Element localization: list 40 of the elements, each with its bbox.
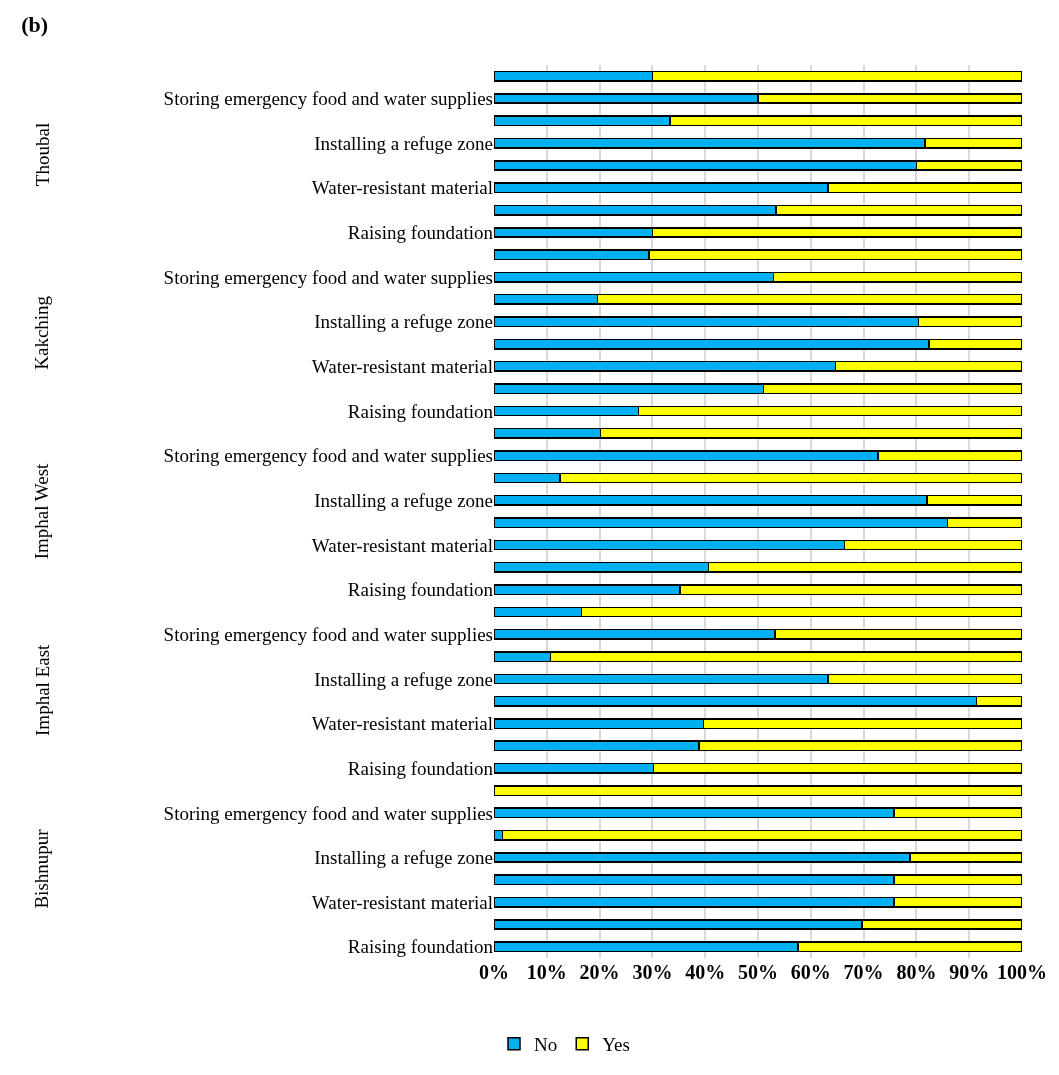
bar bbox=[494, 785, 1022, 796]
x-tick-label: 0% bbox=[479, 961, 509, 983]
y-tick-label: Water-resistant material bbox=[311, 891, 493, 913]
y-tick-label: Water-resistant material bbox=[311, 534, 493, 556]
x-tick-label: 30% bbox=[632, 961, 673, 983]
x-tick-label: 20% bbox=[579, 961, 620, 983]
text: Thoubal bbox=[31, 122, 53, 187]
y-tick-label: Raising foundation bbox=[347, 757, 494, 779]
y-tick-label: Storing emergency food and water supplies bbox=[163, 623, 493, 645]
y-tick-label: Raising foundation bbox=[347, 400, 494, 422]
x-tick-label: 100% bbox=[997, 961, 1047, 983]
y-tick-label: Storing emergency food and water supplies bbox=[163, 266, 493, 288]
legend-label: No bbox=[534, 1034, 558, 1056]
y-tick-label: Water-resistant material bbox=[311, 177, 493, 199]
y-tick-label: Raising foundation bbox=[347, 936, 494, 958]
x-tick-label: 50% bbox=[738, 961, 778, 983]
text: Imphal East bbox=[31, 643, 53, 736]
y-tick-label: Installing a refuge zone bbox=[314, 668, 493, 690]
x-tick-label: 70% bbox=[843, 961, 884, 983]
x-tick-label: 90% bbox=[949, 961, 990, 983]
x-tick-label: 60% bbox=[790, 961, 831, 983]
legend-label: Yes bbox=[602, 1034, 630, 1056]
text: (b) bbox=[21, 11, 49, 37]
y-tick-label: Installing a refuge zone bbox=[314, 311, 493, 333]
y-tick-label: Raising foundation bbox=[347, 579, 494, 601]
y-tick-label: Water-resistant material bbox=[311, 356, 493, 378]
y-tick-label: Storing emergency food and water supplies bbox=[163, 445, 493, 467]
text: Imphal West bbox=[31, 462, 53, 560]
x-tick-label: 40% bbox=[685, 961, 726, 983]
y-tick-label: Installing a refuge zone bbox=[314, 847, 493, 869]
y-tick-label: Storing emergency food and water supplies bbox=[163, 802, 493, 824]
x-tick-label: 10% bbox=[526, 961, 567, 983]
x-tick-label: 80% bbox=[896, 961, 937, 983]
text: Bishnupur bbox=[31, 828, 53, 909]
y-tick-label: Installing a refuge zone bbox=[314, 489, 493, 511]
y-tick-label: Installing a refuge zone bbox=[314, 132, 493, 154]
y-tick-label: Raising foundation bbox=[347, 222, 494, 244]
y-tick-label: Water-resistant material bbox=[311, 713, 493, 735]
text: Kakching bbox=[30, 295, 52, 370]
y-tick-label: Storing emergency food and water supplies bbox=[163, 88, 493, 110]
